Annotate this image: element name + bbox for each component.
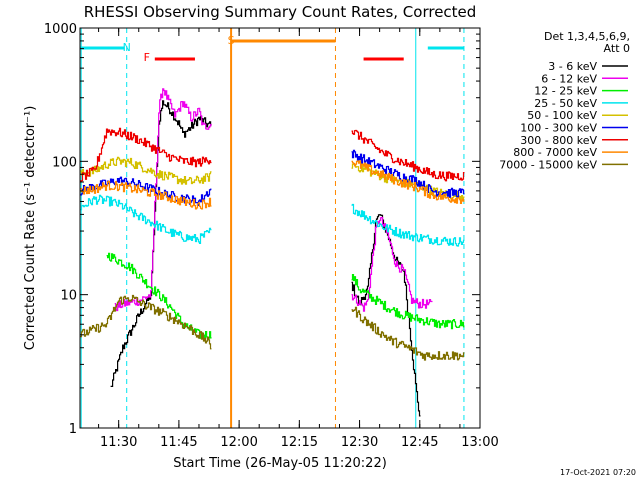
legend-subheader: Att 0 — [604, 42, 630, 55]
x-tick-label-3: 12:15 — [281, 435, 318, 450]
series-line-3 — [80, 194, 465, 247]
plot-frame — [79, 27, 481, 429]
series-line-5 — [80, 149, 465, 206]
series-line-7 — [80, 160, 465, 210]
marker-s: S — [228, 34, 235, 47]
x-tick-label-5: 12:45 — [401, 435, 438, 450]
status-vertical-lines — [80, 28, 465, 428]
legend-header: Det 1,3,4,5,6,9, — [544, 30, 630, 43]
x-tick-label-4: 12:30 — [341, 435, 378, 450]
status-bars — [80, 39, 464, 61]
legend-label-1: 6 - 12 keV — [541, 72, 597, 85]
legend-label-8: 7000 - 15000 keV — [499, 158, 597, 171]
x-tick-label-6: 13:00 — [461, 435, 498, 450]
x-tick-label-2: 12:00 — [220, 435, 257, 450]
legend-label-4: 50 - 100 keV — [527, 109, 597, 122]
legend-label-6: 300 - 800 keV — [520, 134, 597, 147]
x-tick-label-0: 11:30 — [100, 435, 137, 450]
legend-label-2: 12 - 25 keV — [534, 85, 597, 98]
legend-label-5: 100 - 300 keV — [520, 122, 597, 135]
x-tick-label-1: 11:45 — [160, 435, 197, 450]
series-line-6 — [80, 127, 465, 182]
series-lines — [80, 88, 465, 417]
series-line-4 — [80, 156, 465, 201]
y-tick-label-1: 10 — [60, 289, 77, 304]
y-tick-label-3: 1000 — [44, 22, 77, 37]
series-line-2 — [106, 252, 465, 340]
marker-n: N — [123, 41, 131, 54]
chart-title: RHESSI Observing Summary Count Rates, Co… — [84, 3, 477, 21]
axes: 1 10 100 1000 11:30 11:45 12:00 12:15 12:30 12:45… — [44, 22, 499, 450]
generation-timestamp: 17-Oct-2021 07:20 — [560, 468, 636, 477]
legend-label-3: 25 - 50 keV — [534, 97, 597, 110]
marker-f: F — [144, 51, 150, 64]
y-tick-label-0: 1 — [69, 422, 77, 437]
series-line-1 — [114, 88, 433, 312]
legend-label-0: 3 - 6 keV — [548, 60, 597, 73]
y-tick-label-2: 100 — [52, 155, 77, 170]
y-axis-label: Corrected Count Rate (s⁻¹ detector⁻¹) — [23, 106, 38, 351]
x-axis-label: Start Time (26-May-05 11:20:22) — [173, 456, 387, 471]
series-line-8 — [80, 294, 465, 361]
status-markers: NF S — [123, 34, 235, 64]
legend-label-7: 800 - 7000 keV — [513, 146, 597, 159]
